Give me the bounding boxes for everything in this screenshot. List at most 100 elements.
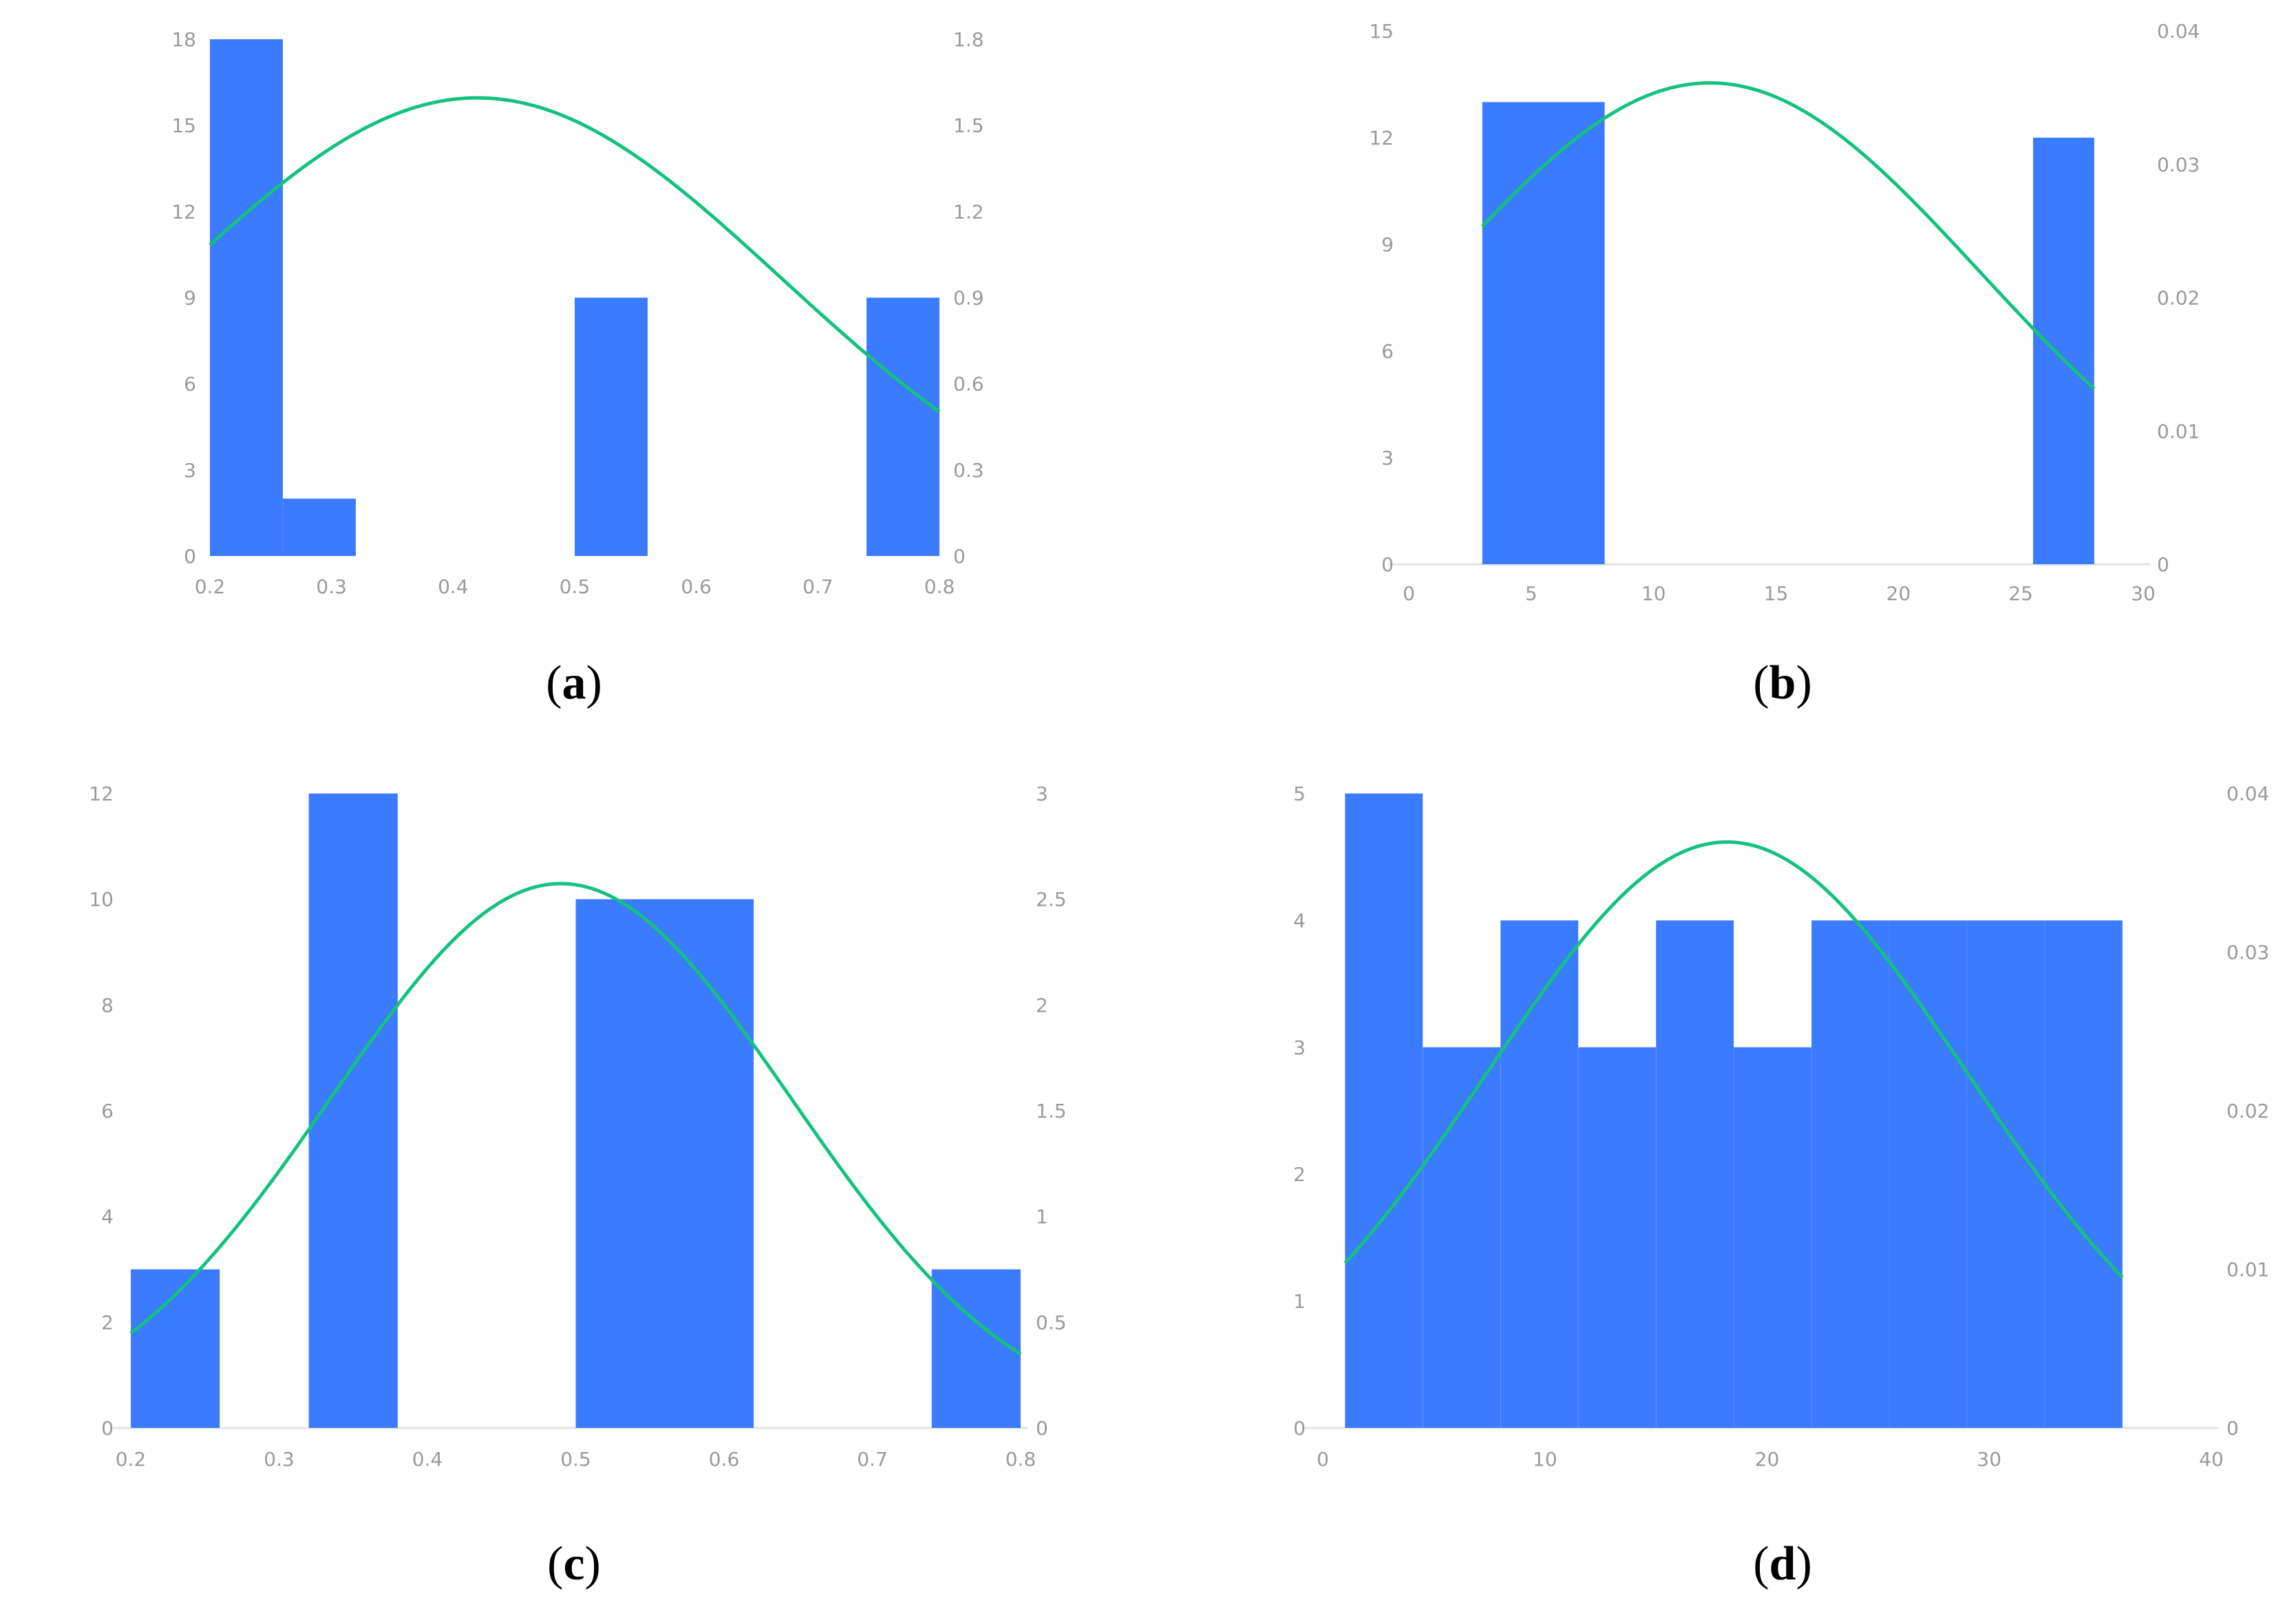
x-tick-label: 0.6 [709,1448,740,1471]
y2-tick-label: 3 [1036,782,1048,805]
y-tick-label: 0 [1381,553,1394,576]
x-tick-label: 40 [2199,1448,2224,1471]
y2-tick-label: 0 [2226,1417,2239,1440]
y-tick-label: 6 [1381,340,1394,363]
density-curve [1343,840,2124,1279]
x-tick-label: 0.2 [195,575,226,598]
x-tick-label: 20 [1886,582,1911,605]
chart-panel-d: 0 1 2 3 4 5 0 0.01 0.02 0.03 0.04 0 10 20 30 40 [1293,782,2269,1471]
y-tick-label: 12 [171,200,196,223]
density-curve [129,882,1022,1356]
x-tick-label: 0.7 [802,575,833,598]
histogram-bar [209,39,284,557]
y-tick-label: 0 [184,545,196,568]
histogram-bar [1733,1047,1812,1429]
x-tick-label: 0.8 [924,575,955,598]
y2-tick-label: 0.01 [2226,1259,2269,1281]
x-tick-label: 20 [1755,1448,1780,1471]
y-tick-label: 6 [184,373,196,396]
x-tick-label: 10 [1533,1448,1558,1471]
y-tick-label: 1 [1293,1290,1306,1313]
y2-tick-label: 0.3 [953,459,984,482]
x-tick-label: 0.6 [681,575,712,598]
chart-panel-b: 0 3 6 9 12 15 0 0.01 0.02 0.03 0.04 0 5 10 15 20 25 30 [1369,20,2200,605]
y2-tick-label: 2 [1036,994,1048,1016]
y-tick-label: 3 [1293,1036,1306,1059]
x-tick-label: 0 [1403,582,1415,605]
y-tick-label: 9 [1381,233,1394,256]
y-tick-label: 15 [1369,20,1394,43]
histogram-bar [2032,137,2095,565]
y-tick-label: 2 [101,1311,114,1334]
y-tick-label: 8 [101,994,114,1016]
y2-tick-label: 0.04 [2157,20,2200,43]
y-tick-label: 15 [171,114,196,137]
y-tick-label: 3 [1381,447,1394,469]
y2-tick-label: 1.2 [953,200,984,223]
y2-tick-label: 0 [1036,1417,1048,1440]
x-tick-label: 0.3 [264,1448,295,1471]
y2-tick-label: 0.9 [953,287,984,310]
x-tick-label: 0.4 [412,1448,443,1471]
y2-tick-label: 1.8 [953,28,984,51]
x-tick-label: 0.3 [316,575,347,598]
x-tick-label: 0.2 [116,1448,147,1471]
x-tick-label: 30 [2131,582,2156,605]
x-tick-label: 25 [2008,582,2033,605]
y2-tick-label: 0.01 [2157,420,2200,442]
y2-tick-label: 0.03 [2226,941,2269,964]
x-tick-label: 0.7 [857,1448,888,1471]
histogram-bar [866,297,940,557]
histogram-bar [575,899,754,1429]
chart-panel-c: 0 2 4 6 8 10 12 0 0.5 1 1.5 2 2.5 3 0.2 0.3 0.4 0.5 0.6 0.7… [89,782,1066,1471]
histogram-bar [1422,1047,1501,1429]
y2-tick-label: 0 [2157,553,2169,576]
y2-tick-label: 0 [953,545,966,568]
x-tick-label: 0 [1317,1448,1329,1471]
density-curve [209,96,941,414]
y-tick-label: 3 [184,459,196,482]
x-tick-label: 0.8 [1006,1448,1037,1471]
y-tick-label: 0 [1293,1417,1306,1440]
histogram-bar [2044,919,2123,1429]
x-tick-label: 0.5 [560,1448,591,1471]
panel-label-a: (a) [546,657,602,710]
y-tick-label: 6 [101,1100,114,1122]
x-tick-label: 0.5 [560,575,591,598]
y-tick-label: 4 [1293,909,1306,932]
y2-tick-label: 1.5 [1036,1100,1067,1122]
panel-label-c: (c) [547,1537,601,1590]
y2-tick-label: 0.04 [2226,782,2269,805]
histogram-bar [1889,919,1968,1429]
chart-panel-a: 0 3 6 9 12 15 18 0 0.3 0.6 0.9 1.2 1.5 1.8 0.2 0.3 0.4 0.… [171,28,984,598]
y-tick-label: 10 [89,888,114,911]
histogram-bar [1500,919,1579,1429]
y2-tick-label: 0.5 [1036,1311,1067,1334]
y-tick-label: 2 [1293,1163,1306,1186]
histogram-bar [1966,919,2045,1429]
panel-label-b: (b) [1753,657,1812,710]
x-tick-label: 10 [1641,582,1666,605]
y-tick-label: 0 [101,1417,114,1440]
y2-tick-label: 0.02 [2157,287,2200,310]
x-tick-label: 0.4 [438,575,469,598]
y-tick-label: 5 [1293,782,1306,805]
histogram-bar [574,297,648,557]
x-tick-label: 5 [1525,582,1538,605]
x-tick-label: 30 [1977,1448,2001,1471]
y-tick-label: 12 [1369,127,1394,149]
histogram-bar [1344,793,1423,1429]
histogram-bar [1577,1047,1657,1429]
y2-tick-label: 2.5 [1036,888,1067,911]
y2-tick-label: 0.02 [2226,1100,2269,1122]
histogram-bar [1482,101,1606,565]
y2-tick-label: 0.03 [2157,153,2200,176]
x-tick-label: 15 [1764,582,1789,605]
histogram-bar [282,498,357,557]
histogram-bar [1811,919,1890,1429]
y-tick-label: 12 [89,782,114,805]
y2-tick-label: 1 [1036,1206,1048,1228]
y-tick-label: 18 [171,28,196,51]
y-tick-label: 4 [101,1206,114,1228]
